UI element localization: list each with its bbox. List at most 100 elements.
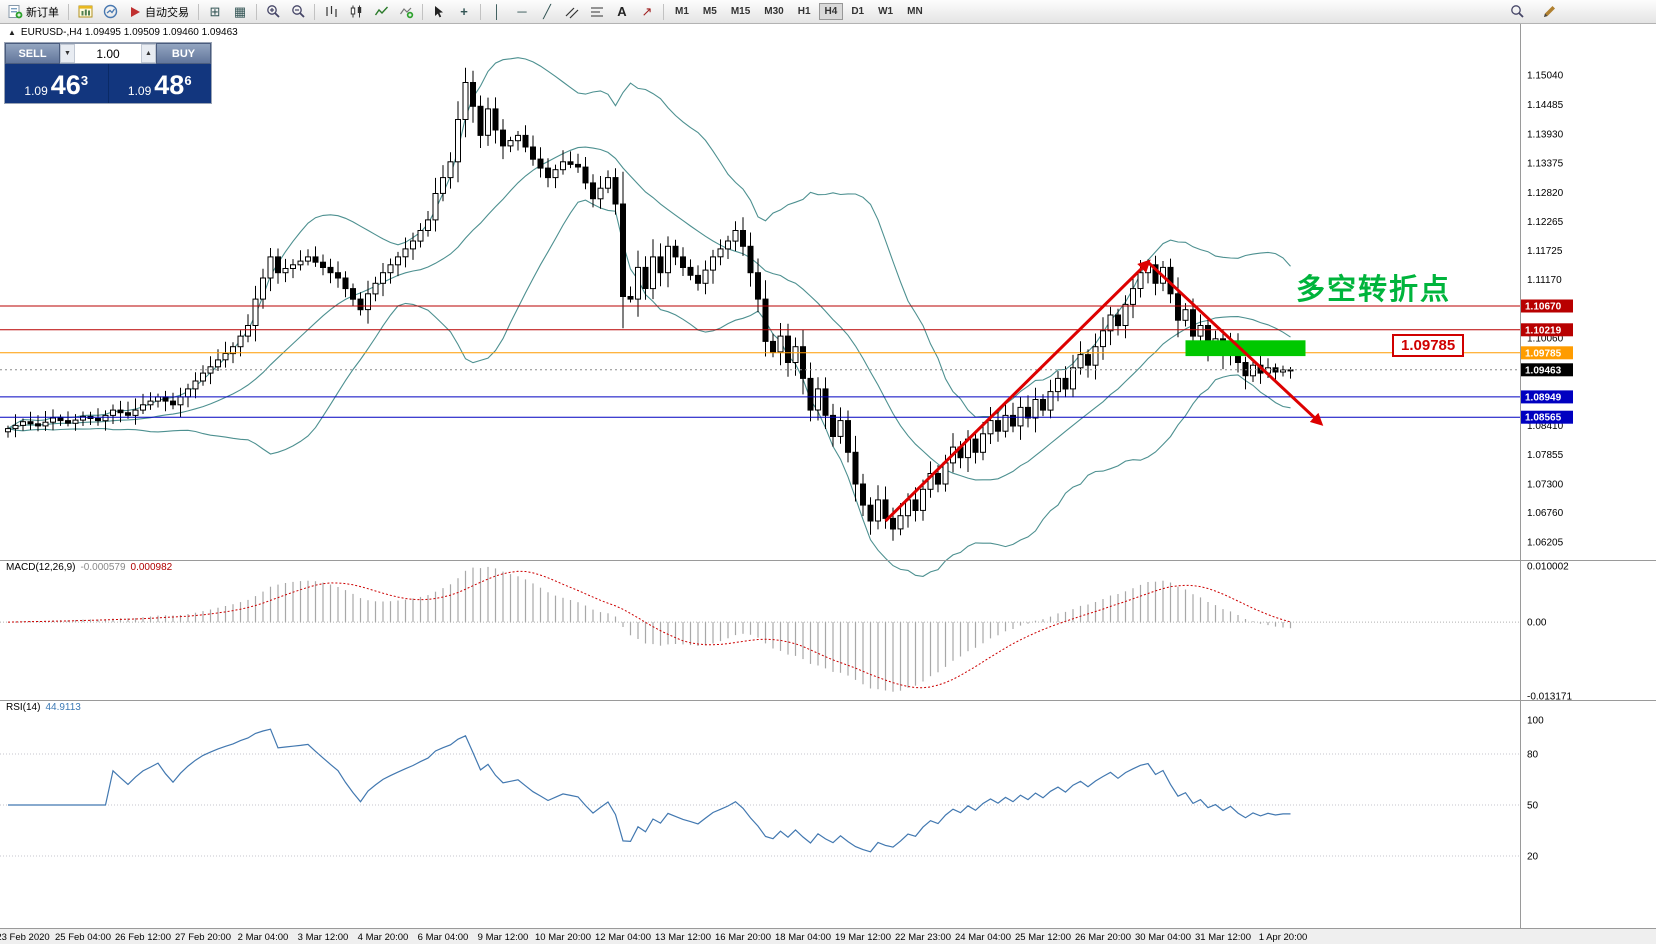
fibonacci-tool[interactable] [585,2,609,22]
profile-icon [103,4,117,19]
candlestick-icon [350,5,361,18]
indicators-button[interactable] [394,2,418,22]
bar-chart-button[interactable] [319,2,343,22]
time-axis[interactable]: 23 Feb 2020 25 Feb 04:00 26 Feb 12:00 27 Fe… [0,932,1307,943]
profiles-button[interactable] [98,2,122,22]
svg-text:80: 80 [1527,750,1539,761]
svg-text:1.08949: 1.08949 [1525,392,1562,403]
zoom-in-icon [266,5,280,18]
svg-text:1.11170: 1.11170 [1527,275,1562,286]
trendline-tool[interactable]: ╱ [535,2,559,22]
zoom-in-button[interactable] [261,2,285,22]
vertical-line-tool[interactable]: │ [485,2,509,22]
one-click-collapse-icon[interactable]: ▲ [8,28,16,37]
timeframe-h1-button[interactable]: H1 [797,6,811,17]
buy-price-display[interactable]: 1.09 48 6 [109,64,212,103]
buy-price-big: 48 [154,70,185,100]
autotrading-button[interactable]: 自动交易 [123,2,194,22]
zoom-out-button[interactable] [286,2,310,22]
timeframe-m1-button[interactable]: M1 [675,6,689,17]
text-tool[interactable]: A [610,2,634,22]
svg-text:1.09463: 1.09463 [1525,365,1562,376]
svg-text:19 Mar 12:00: 19 Mar 12:00 [835,932,891,943]
toolbar-separator [314,3,315,20]
channel-tool[interactable] [560,2,584,22]
timeframe-m5-button[interactable]: M5 [702,6,717,17]
new-order-icon [8,5,23,19]
candlestick-button[interactable] [344,2,368,22]
trendline-icon: ╱ [543,4,551,19]
buy-price-sup: 6 [184,73,192,88]
svg-text:1.08410: 1.08410 [1527,421,1564,432]
price-level-callout[interactable]: 1.09785 [1392,334,1465,357]
one-click-trading-panel: SELL ▼ 1.00 ▲ BUY 1.09 46 3 1.09 48 6 [5,43,211,103]
charts-window-button[interactable] [73,2,97,22]
svg-text:1.14485: 1.14485 [1527,100,1564,111]
turning-point-annotation[interactable]: 多空转折点 [1296,274,1452,306]
line-chart-button[interactable] [369,2,393,22]
svg-text:26 Feb 12:00: 26 Feb 12:00 [115,932,171,943]
crosshair-button[interactable]: + [452,2,476,22]
svg-text:23 Feb 2020: 23 Feb 2020 [0,932,50,943]
svg-text:18 Mar 04:00: 18 Mar 04:00 [775,932,831,943]
arrows-tool[interactable]: ↗ [635,2,659,22]
svg-text:26 Mar 20:00: 26 Mar 20:00 [1075,932,1131,943]
svg-text:1.06760: 1.06760 [1527,508,1564,519]
svg-text:1.15040: 1.15040 [1527,71,1564,82]
volume-increase-button[interactable]: ▲ [141,44,156,63]
trend-arrows[interactable] [884,259,1324,523]
volume-decrease-button[interactable]: ▼ [60,44,75,63]
vertical-line-icon: │ [492,4,502,19]
autotrading-icon [131,6,140,17]
buy-button[interactable]: BUY [156,43,211,64]
tile-windows-icon: ⊞ [209,4,221,19]
edit-button[interactable] [1537,2,1561,22]
tile-windows-button[interactable]: ⊞ [203,2,227,22]
timeframe-w1-button[interactable]: W1 [878,6,894,17]
price-scale[interactable]: 1.15040 1.14485 1.13930 1.13375 1.12820 1.122… [1520,24,1574,928]
svg-text:4 Mar 20:00: 4 Mar 20:00 [358,932,409,943]
macd-signal-line [7,570,1291,689]
main-toolbar: 新订单 自动交易 ⊞ ▦ [0,0,1656,24]
svg-text:0.00: 0.00 [1527,618,1547,629]
new-order-button[interactable]: 新订单 [3,2,64,22]
sell-price-prefix: 1.09 [24,84,48,98]
svg-text:16 Mar 20:00: 16 Mar 20:00 [715,932,771,943]
svg-text:1.09785: 1.09785 [1525,348,1562,359]
svg-text:30 Mar 04:00: 30 Mar 04:00 [1135,932,1191,943]
timeframe-m15-button[interactable]: M15 [730,6,751,17]
svg-text:20: 20 [1527,852,1539,863]
sell-price-display[interactable]: 1.09 46 3 [5,64,109,103]
sell-button[interactable]: SELL [5,43,60,64]
timeframe-h4-button[interactable]: H4 [818,3,844,20]
timeframe-m30-button[interactable]: M30 [764,6,784,17]
toolbar-separator [663,3,664,20]
svg-text:9 Mar 12:00: 9 Mar 12:00 [478,932,529,943]
zoom-out-icon [291,5,305,18]
symbol-ohlc-text: EURUSD-,H4 1.09495 1.09509 1.09460 1.094… [20,27,238,38]
support-zone-rectangle[interactable] [1185,340,1306,357]
horizontal-line-tool[interactable]: ─ [510,2,534,22]
svg-text:1.07855: 1.07855 [1527,450,1564,461]
macd-signal-value: 0.000982 [130,562,173,573]
svg-text:1.12265: 1.12265 [1527,217,1564,228]
new-order-label: 新订单 [26,6,59,19]
toolbar-separator [422,3,423,20]
chart-window-icon [78,5,92,18]
volume-value[interactable]: 1.00 [96,46,120,61]
line-chart-icon [374,6,388,16]
svg-text:1.12820: 1.12820 [1527,188,1564,199]
svg-text:1.10219: 1.10219 [1525,325,1562,336]
search-button[interactable] [1505,2,1529,22]
sell-price-big: 46 [50,70,81,100]
timeframe-d1-button[interactable]: D1 [851,6,865,17]
grid-toggle-button[interactable]: ▦ [228,2,252,22]
macd-histogram [14,566,1292,692]
timeframe-mn-button[interactable]: MN [907,6,923,17]
timeframe-group: M1 M5 M15 M30 H1 H4 D1 W1 MN [668,3,930,20]
cursor-button[interactable] [427,2,451,22]
svg-text:10 Mar 20:00: 10 Mar 20:00 [535,932,591,943]
svg-text:100: 100 [1527,716,1544,727]
